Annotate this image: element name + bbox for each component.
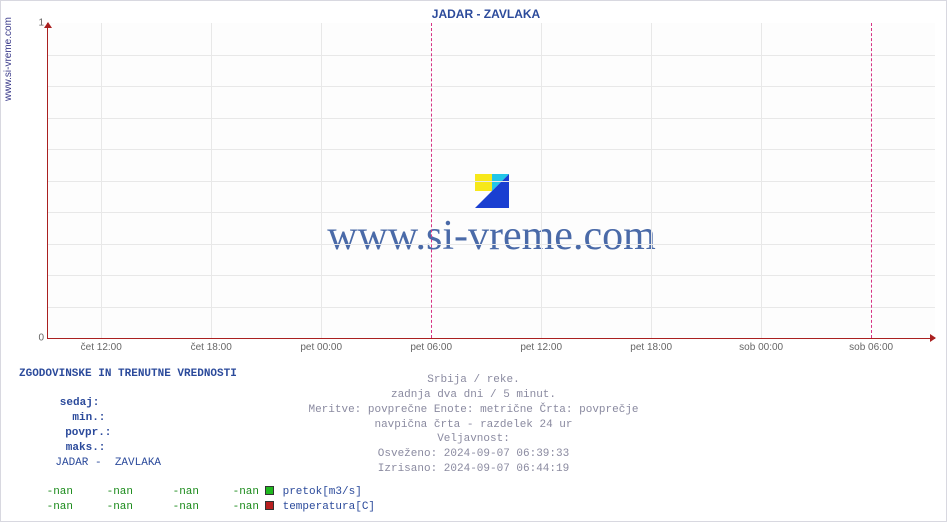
table-row: -nan-nan-nan-nan pretok[m3/s] — [19, 485, 375, 500]
table-row: -nan-nan-nan-nan temperatura[C] — [19, 500, 375, 515]
y-tick: 0 — [38, 333, 44, 344]
gridline-h — [48, 149, 935, 150]
stat-value: -nan — [73, 485, 133, 500]
col-min: min.: — [45, 411, 105, 426]
stat-value: -nan — [133, 500, 199, 515]
x-tick: čet 12:00 — [81, 342, 122, 353]
x-tick: čet 18:00 — [191, 342, 232, 353]
gridline-h — [48, 118, 935, 119]
chart-title: JADAR - ZAVLAKA — [33, 7, 939, 21]
stat-value: -nan — [73, 500, 133, 515]
watermark-text: www.si-vreme.com — [327, 213, 656, 259]
series-label: pretok[m3/s] — [276, 486, 362, 498]
gridline-v — [211, 23, 212, 338]
stat-value: -nan — [133, 485, 199, 500]
plot-area: www.si-vreme.com 01čet 12:00čet 18:00pet… — [47, 23, 935, 339]
stat-value: -nan — [199, 485, 259, 500]
y-tick: 1 — [38, 18, 44, 29]
station-name: JADAR - ZAVLAKA — [55, 456, 161, 471]
stat-value: -nan — [19, 485, 73, 500]
gridline-v — [761, 23, 762, 338]
x-tick: pet 12:00 — [520, 342, 562, 353]
stats-header-row: sedaj: min.: povpr.: maks.: JADAR - ZAVL… — [19, 381, 375, 485]
site-side-label: www.si-vreme.com — [3, 17, 14, 101]
col-maks: maks.: — [45, 441, 105, 456]
chart-container: JADAR - ZAVLAKA www.si-vreme.com 01čet 1… — [33, 7, 939, 357]
site-logo-icon — [475, 174, 509, 208]
plot-wrap: www.si-vreme.com 01čet 12:00čet 18:00pet… — [33, 23, 939, 353]
x-tick: sob 06:00 — [849, 342, 893, 353]
stat-value: -nan — [199, 500, 259, 515]
x-tick: pet 06:00 — [410, 342, 452, 353]
x-tick: pet 00:00 — [300, 342, 342, 353]
stats-title: ZGODOVINSKE IN TRENUTNE VREDNOSTI — [19, 367, 375, 382]
x-tick: pet 18:00 — [630, 342, 672, 353]
col-sedaj: sedaj: — [45, 396, 99, 411]
x-tick: sob 00:00 — [739, 342, 783, 353]
gridline-h — [48, 55, 935, 56]
gridline-h — [48, 307, 935, 308]
gridline-v-major — [871, 23, 872, 338]
gridline-v — [101, 23, 102, 338]
gridline-h — [48, 86, 935, 87]
watermark: www.si-vreme.com — [48, 174, 935, 260]
stat-value: -nan — [19, 500, 73, 515]
stats-table: ZGODOVINSKE IN TRENUTNE VREDNOSTI sedaj:… — [19, 367, 375, 515]
gridline-v — [541, 23, 542, 338]
gridline-v-major — [431, 23, 432, 338]
gridline-h — [48, 212, 935, 213]
col-povpr: povpr.: — [45, 426, 111, 441]
gridline-h — [48, 181, 935, 182]
series-swatch-icon — [265, 501, 274, 510]
gridline-h — [48, 275, 935, 276]
series-label: temperatura[C] — [276, 501, 375, 513]
gridline-h — [48, 244, 935, 245]
series-swatch-icon — [265, 486, 274, 495]
gridline-v — [651, 23, 652, 338]
gridline-v — [321, 23, 322, 338]
